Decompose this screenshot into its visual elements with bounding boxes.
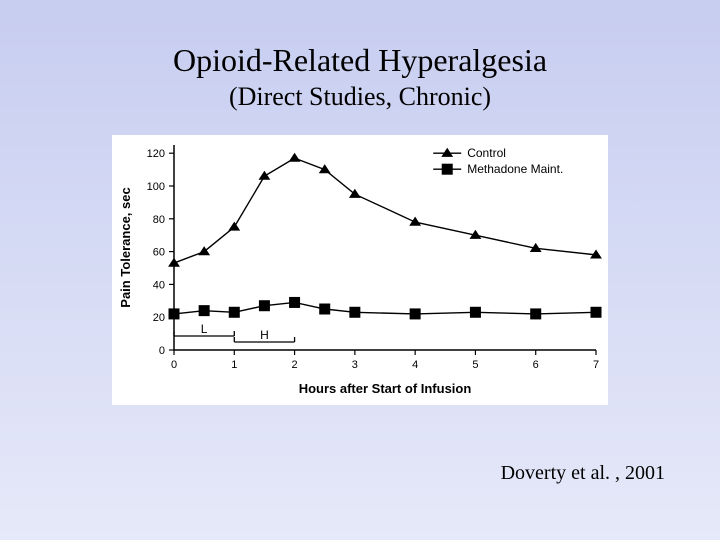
svg-text:60: 60: [153, 247, 165, 259]
slide: Opioid-Related Hyperalgesia (Direct Stud…: [0, 0, 720, 540]
svg-text:Pain Tolerance, sec: Pain Tolerance, sec: [118, 187, 133, 307]
line-chart: 0 20 40 60 80 100 120 0 1 2 3 4 5 6 7 Hours after Start…: [112, 135, 608, 405]
svg-text:0: 0: [171, 359, 177, 371]
svg-text:120: 120: [147, 148, 165, 160]
svg-text:3: 3: [352, 359, 358, 371]
citation: Doverty et al. , 2001: [501, 462, 665, 485]
svg-text:1: 1: [231, 359, 237, 371]
svg-text:5: 5: [472, 359, 478, 371]
slide-title: Opioid-Related Hyperalgesia: [0, 42, 720, 79]
svg-text:0: 0: [159, 345, 165, 357]
slide-subtitle: (Direct Studies, Chronic): [0, 82, 720, 112]
svg-text:6: 6: [533, 359, 539, 371]
svg-text:2: 2: [292, 359, 298, 371]
svg-text:Hours after Start of Infusion: Hours after Start of Infusion: [299, 381, 472, 396]
svg-text:L: L: [201, 322, 208, 336]
svg-text:7: 7: [593, 359, 599, 371]
svg-text:40: 40: [153, 279, 165, 291]
chart-container: 0 20 40 60 80 100 120 0 1 2 3 4 5 6 7 Hours after Start…: [112, 135, 608, 405]
svg-text:H: H: [260, 328, 269, 342]
svg-text:20: 20: [153, 312, 165, 324]
svg-text:80: 80: [153, 214, 165, 226]
svg-text:100: 100: [147, 181, 165, 193]
svg-text:4: 4: [412, 359, 418, 371]
svg-text:Control: Control: [467, 146, 506, 160]
svg-text:Methadone Maint.: Methadone Maint.: [467, 162, 563, 176]
